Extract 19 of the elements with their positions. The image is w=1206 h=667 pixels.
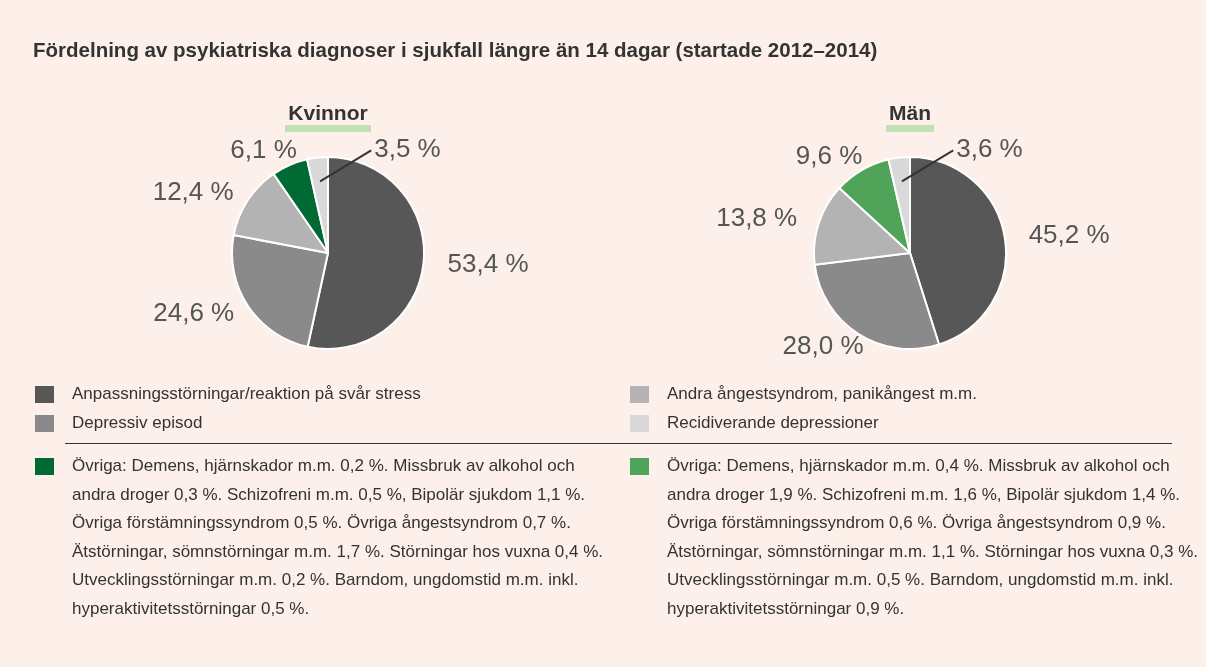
data-label: 9,6 % bbox=[795, 140, 863, 171]
data-label: 45,2 % bbox=[1028, 219, 1110, 250]
chart-title: Fördelning av psykiatriska diagnoser i sjukfall längre än 14 dagar (startade 2012–2014) bbox=[33, 38, 878, 62]
legend-label: Andra ångestsyndrom, panikångest m.m. bbox=[667, 384, 977, 403]
legend-label: Depressiv episod bbox=[72, 412, 203, 432]
data-label: 13,8 % bbox=[716, 202, 798, 233]
data-label: 24,6 % bbox=[153, 297, 235, 328]
data-label: 53,4 % bbox=[447, 248, 529, 279]
data-label: 3,5 % bbox=[374, 133, 441, 164]
data-label: 6,1 % bbox=[230, 134, 297, 165]
legend-label: Övriga: Demens, hjärnskador m.m. 0,4 %. Missbruk av alkohol och andra droger 1,9 %. Schizofreni m.m. 1,6 %, Bipolär sjukdom 1,4 %. Övriga förstämningssyndrom 0,6 %. Övriga ångestsyndrom 0,9 %. Ätstörningar, sömnstörningar m.m. 1,1 %. Störningar hos vuxna 0,3 %. Utvecklingsstörningar m.m. 0,5 %. Barndom, ungdomstid m.m. inkl. hyperaktivitetsstörningar 0,9 %. bbox=[667, 456, 1199, 618]
data-label: 3,6 % bbox=[956, 133, 1023, 164]
chart-subtitle: Kvinnor bbox=[285, 101, 371, 132]
chart-subtitle: Män bbox=[886, 101, 934, 132]
data-label: 12,4 % bbox=[152, 175, 234, 206]
legend-label: Övriga: Demens, hjärnskador m.m. 0,2 %. Missbruk av alkohol och andra droger 0,3 %. Schizofreni m.m. 0,5 %, Bipolär sjukdom 1,1 %. Övriga förstämningssyndrom 0,5 %. Övriga ångestsyndrom 0,7 %. Ätstörningar, sömnstörningar m.m. 1,7 %. Störningar hos vuxna 0,4 %. Utvecklingsstörningar m.m. 0,2 %. Barndom, ungdomstid m.m. inkl. hyperaktivitetsstörningar 0,5 %. bbox=[72, 456, 604, 618]
legend-label: Anpassningsstörningar/reaktion på svår stress bbox=[72, 384, 421, 403]
data-label: 28,0 % bbox=[782, 329, 864, 360]
legend-label: Recidiverande depressioner bbox=[667, 412, 879, 432]
